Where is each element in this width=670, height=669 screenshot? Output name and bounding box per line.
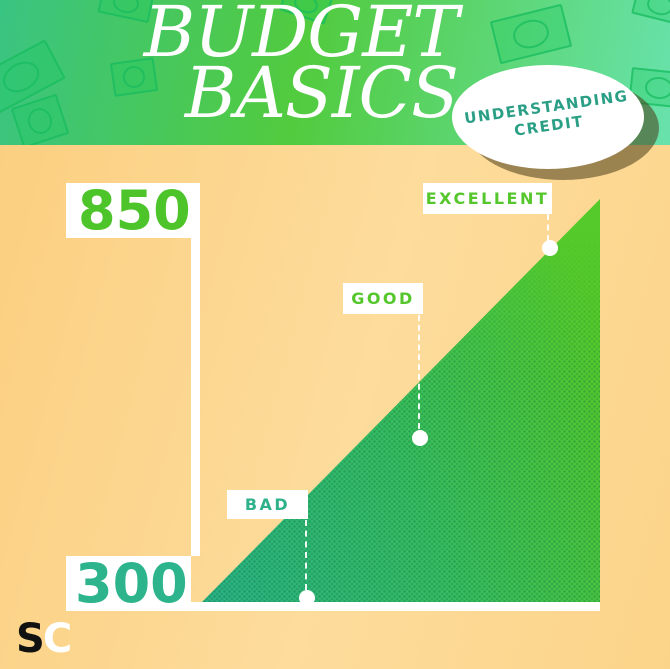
bad-marker-dot xyxy=(299,590,315,606)
credit-score-triangle xyxy=(202,199,600,602)
page-title: BUDGET BASICS xyxy=(143,0,459,134)
axis-min-label: 300 xyxy=(66,556,191,611)
excellent-marker-dot xyxy=(542,240,558,256)
title-line-basics: BASICS xyxy=(184,52,459,134)
dollar-bill-icon xyxy=(631,0,670,26)
bill-oval xyxy=(510,16,552,52)
badge-text: UNDERSTANDING CREDIT xyxy=(463,86,630,140)
sc-logo-s: S xyxy=(16,616,45,662)
tier-label-good: GOOD xyxy=(343,283,423,314)
dollar-bill-icon xyxy=(489,3,573,65)
axis-max-label: 850 xyxy=(66,183,200,238)
bill-oval xyxy=(111,0,141,16)
y-axis-line xyxy=(191,237,200,556)
bill-oval xyxy=(0,56,45,98)
bill-oval xyxy=(643,75,670,101)
understanding-credit-badge: UNDERSTANDING CREDIT xyxy=(452,65,644,169)
bad-dashed-line xyxy=(305,520,307,590)
bill-oval xyxy=(645,0,670,18)
good-dashed-line xyxy=(418,315,420,429)
sc-logo: SC xyxy=(16,616,72,662)
bill-oval xyxy=(24,104,56,138)
tier-label-excellent: EXCELLENT xyxy=(423,183,552,214)
tier-label-bad: BAD xyxy=(227,490,308,519)
x-axis-line xyxy=(191,602,600,611)
sc-logo-c: C xyxy=(42,616,72,662)
excellent-dashed-line xyxy=(547,214,549,241)
good-marker-dot xyxy=(412,430,428,446)
title-line-budget: BUDGET xyxy=(143,0,459,73)
